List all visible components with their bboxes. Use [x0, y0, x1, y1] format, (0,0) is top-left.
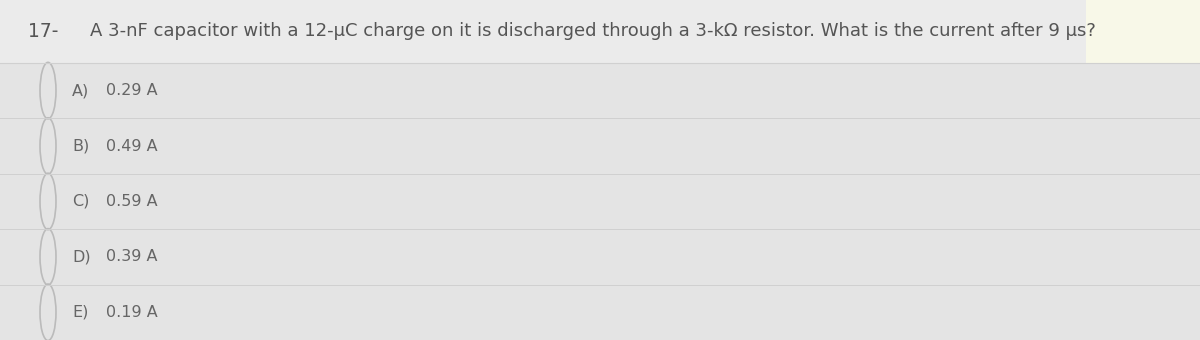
Text: 0.29 A: 0.29 A — [106, 83, 157, 98]
Text: A): A) — [72, 83, 89, 98]
Text: D): D) — [72, 249, 91, 265]
Text: 0.49 A: 0.49 A — [106, 138, 157, 154]
Text: A 3-nF capacitor with a 12-μC charge on it is discharged through a 3-kΩ resistor: A 3-nF capacitor with a 12-μC charge on … — [90, 22, 1096, 40]
Text: E): E) — [72, 305, 89, 320]
Text: 17-: 17- — [28, 22, 59, 41]
Text: 0.39 A: 0.39 A — [106, 249, 157, 265]
Text: C): C) — [72, 194, 89, 209]
Bar — [1086, 0, 1200, 63]
Text: 0.59 A: 0.59 A — [106, 194, 157, 209]
Bar — [0, 0, 1200, 63]
Text: B): B) — [72, 138, 89, 154]
Text: 0.19 A: 0.19 A — [106, 305, 157, 320]
